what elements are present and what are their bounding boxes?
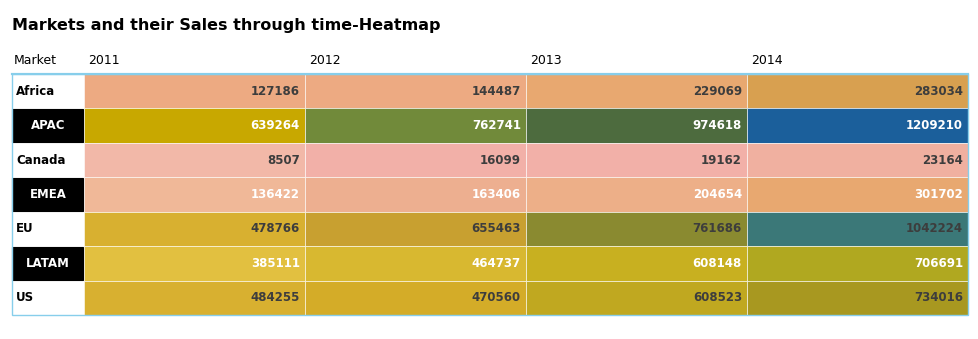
Bar bbox=[305, 177, 525, 212]
Bar bbox=[12, 247, 83, 280]
Bar bbox=[305, 108, 525, 143]
Bar bbox=[84, 74, 305, 108]
Text: Africa: Africa bbox=[16, 85, 55, 98]
Bar bbox=[305, 246, 525, 281]
Text: 127186: 127186 bbox=[250, 85, 299, 98]
Text: Markets and their Sales through time-Heatmap: Markets and their Sales through time-Hea… bbox=[12, 18, 440, 33]
Bar bbox=[746, 74, 967, 108]
Text: 23164: 23164 bbox=[921, 154, 962, 166]
Bar bbox=[525, 246, 746, 281]
Text: 706691: 706691 bbox=[912, 257, 962, 270]
Text: 144487: 144487 bbox=[471, 85, 520, 98]
Bar bbox=[746, 212, 967, 246]
Text: 8507: 8507 bbox=[267, 154, 299, 166]
Bar bbox=[12, 109, 83, 142]
Text: Canada: Canada bbox=[16, 154, 66, 166]
Text: 761686: 761686 bbox=[692, 222, 741, 235]
Text: 608523: 608523 bbox=[692, 291, 741, 304]
Text: 163406: 163406 bbox=[471, 188, 520, 201]
Text: 19162: 19162 bbox=[700, 154, 741, 166]
Text: 136422: 136422 bbox=[250, 188, 299, 201]
Text: 2011: 2011 bbox=[88, 54, 119, 67]
Bar bbox=[305, 74, 525, 108]
Bar bbox=[746, 143, 967, 177]
Text: 283034: 283034 bbox=[913, 85, 962, 98]
Bar bbox=[84, 143, 305, 177]
Bar bbox=[84, 281, 305, 315]
Bar bbox=[84, 108, 305, 143]
Text: 734016: 734016 bbox=[913, 291, 962, 304]
Bar bbox=[305, 212, 525, 246]
Bar bbox=[84, 177, 305, 212]
Bar bbox=[525, 108, 746, 143]
Text: 1209210: 1209210 bbox=[905, 119, 962, 132]
Bar bbox=[84, 212, 305, 246]
Text: 608148: 608148 bbox=[692, 257, 741, 270]
Bar bbox=[746, 246, 967, 281]
Bar bbox=[305, 143, 525, 177]
Text: 762741: 762741 bbox=[471, 119, 520, 132]
Text: 974618: 974618 bbox=[692, 119, 741, 132]
Bar bbox=[746, 177, 967, 212]
Text: APAC: APAC bbox=[30, 119, 66, 132]
Bar bbox=[525, 177, 746, 212]
Text: 639264: 639264 bbox=[250, 119, 299, 132]
Text: 204654: 204654 bbox=[692, 188, 741, 201]
Text: 484255: 484255 bbox=[250, 291, 299, 304]
Text: 1042224: 1042224 bbox=[905, 222, 962, 235]
Bar bbox=[12, 178, 83, 211]
Text: Market: Market bbox=[14, 54, 57, 67]
Bar bbox=[525, 212, 746, 246]
Text: 16099: 16099 bbox=[479, 154, 520, 166]
Text: EU: EU bbox=[16, 222, 33, 235]
Text: 655463: 655463 bbox=[471, 222, 520, 235]
Bar bbox=[525, 74, 746, 108]
Text: LATAM: LATAM bbox=[26, 257, 69, 270]
Text: 464737: 464737 bbox=[471, 257, 520, 270]
Text: 2014: 2014 bbox=[750, 54, 781, 67]
Text: US: US bbox=[16, 291, 34, 304]
Bar bbox=[746, 281, 967, 315]
Text: 478766: 478766 bbox=[250, 222, 299, 235]
Bar bbox=[305, 281, 525, 315]
Bar bbox=[525, 143, 746, 177]
Bar bbox=[84, 246, 305, 281]
Text: 2012: 2012 bbox=[309, 54, 340, 67]
Text: EMEA: EMEA bbox=[29, 188, 67, 201]
Bar bbox=[12, 74, 967, 315]
Text: 470560: 470560 bbox=[471, 291, 520, 304]
Text: 301702: 301702 bbox=[913, 188, 962, 201]
Bar bbox=[746, 108, 967, 143]
Text: 2013: 2013 bbox=[529, 54, 561, 67]
Bar bbox=[525, 281, 746, 315]
Text: 229069: 229069 bbox=[692, 85, 741, 98]
Text: 385111: 385111 bbox=[250, 257, 299, 270]
